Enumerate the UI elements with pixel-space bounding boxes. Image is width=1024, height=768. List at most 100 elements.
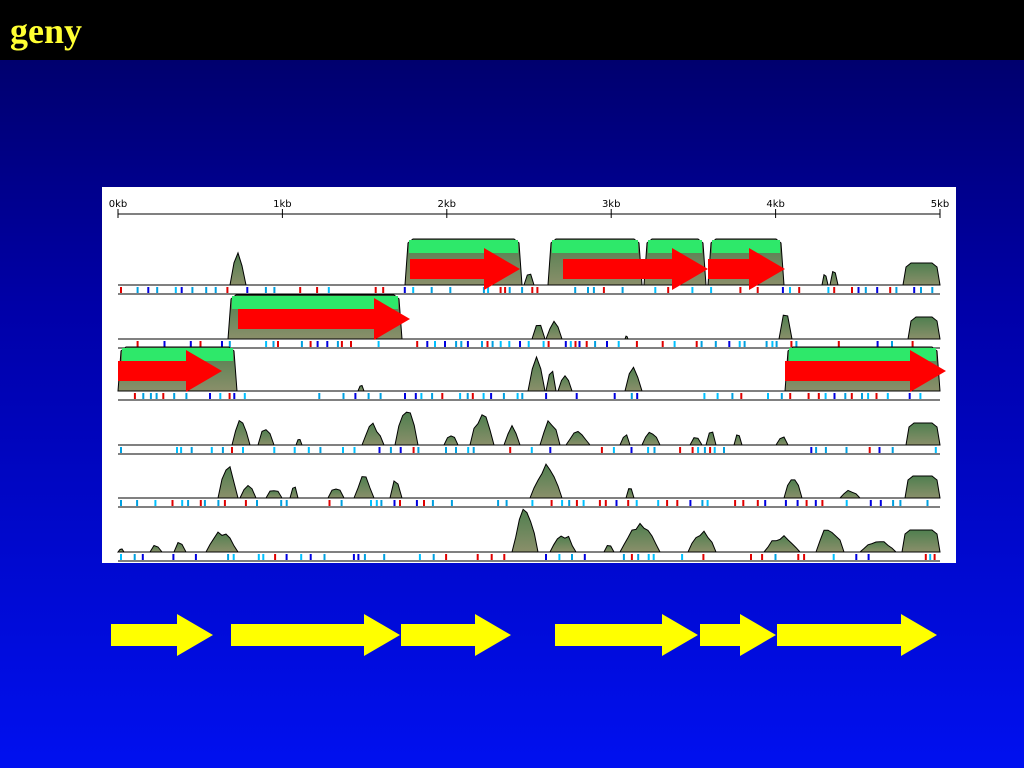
feature-tick xyxy=(612,447,615,453)
feature-tick xyxy=(667,287,670,293)
axis-label: 2kb xyxy=(438,199,457,210)
feature-tick xyxy=(136,341,139,347)
feature-tick xyxy=(336,341,339,347)
feature-tick xyxy=(630,447,633,453)
feature-tick xyxy=(827,287,830,293)
feature-tick xyxy=(630,393,633,399)
feature-tick xyxy=(653,447,656,453)
feature-tick xyxy=(536,287,539,293)
feature-tick xyxy=(482,287,485,293)
feature-tick xyxy=(231,447,233,453)
feature-tick xyxy=(309,341,312,347)
feature-tick xyxy=(434,341,436,347)
feature-tick xyxy=(666,500,669,506)
feature-tick xyxy=(703,447,706,453)
feature-tick xyxy=(466,341,469,347)
feature-tick xyxy=(375,500,378,506)
feature-tick xyxy=(857,287,860,293)
feature-tick xyxy=(505,500,508,506)
conserved-region xyxy=(648,240,702,253)
feature-tick xyxy=(460,341,463,347)
feature-tick xyxy=(412,447,415,453)
feature-tick xyxy=(630,554,633,560)
feature-tick xyxy=(695,341,698,347)
feature-tick xyxy=(583,554,586,560)
feature-tick xyxy=(582,500,585,506)
feature-tick xyxy=(796,500,799,506)
feature-tick xyxy=(878,447,881,453)
feature-tick xyxy=(765,341,768,347)
feature-tick xyxy=(569,341,572,347)
feature-tick xyxy=(592,287,595,293)
feature-tick xyxy=(471,393,474,399)
feature-tick xyxy=(635,500,638,506)
feature-tick xyxy=(775,341,778,347)
feature-tick xyxy=(233,393,236,399)
gene-arrow xyxy=(401,614,511,656)
feature-tick xyxy=(404,393,406,399)
feature-tick xyxy=(558,554,561,560)
feature-tick xyxy=(199,341,202,347)
feature-tick xyxy=(374,287,377,293)
feature-tick xyxy=(277,341,279,347)
feature-tick xyxy=(466,393,469,399)
feature-tick xyxy=(709,447,712,453)
feature-tick xyxy=(219,393,222,399)
feature-tick xyxy=(189,341,192,347)
feature-tick xyxy=(162,393,165,399)
feature-tick xyxy=(416,341,419,347)
feature-tick xyxy=(316,287,319,293)
feature-tick xyxy=(654,287,657,293)
feature-tick xyxy=(342,393,345,399)
feature-tick xyxy=(613,393,616,399)
feature-tick xyxy=(814,500,817,506)
feature-tick xyxy=(327,287,330,293)
feature-tick xyxy=(564,341,567,347)
feature-tick xyxy=(309,554,312,560)
feature-tick xyxy=(587,287,589,293)
feature-tick xyxy=(926,500,929,506)
feature-tick xyxy=(455,341,458,347)
conserved-region xyxy=(712,240,780,253)
feature-tick xyxy=(273,447,276,453)
feature-tick xyxy=(929,554,932,560)
feature-tick xyxy=(530,447,533,453)
feature-tick xyxy=(622,554,625,560)
feature-tick xyxy=(156,287,159,293)
feature-tick xyxy=(412,287,415,293)
feature-tick xyxy=(264,287,267,293)
feature-tick xyxy=(679,447,682,453)
feature-tick xyxy=(545,393,548,399)
feature-tick xyxy=(875,393,878,399)
feature-tick xyxy=(652,554,655,560)
feature-tick xyxy=(635,341,638,347)
feature-tick xyxy=(499,341,502,347)
feature-tick xyxy=(911,341,914,347)
feature-tick xyxy=(771,341,774,347)
feature-tick xyxy=(120,500,122,506)
feature-tick xyxy=(767,393,769,399)
feature-tick xyxy=(316,341,319,347)
feature-tick xyxy=(743,341,746,347)
feature-tick xyxy=(141,554,144,560)
feature-tick xyxy=(739,287,742,293)
feature-tick xyxy=(789,393,792,399)
feature-tick xyxy=(380,500,383,506)
feature-tick xyxy=(285,500,288,506)
feature-tick xyxy=(899,500,902,506)
feature-tick xyxy=(210,447,213,453)
feature-tick xyxy=(738,341,741,347)
feature-tick xyxy=(257,554,260,560)
feature-tick xyxy=(568,500,571,506)
feature-tick xyxy=(661,341,664,347)
feature-tick xyxy=(503,554,506,560)
feature-tick xyxy=(120,287,122,293)
feature-tick xyxy=(226,287,229,293)
gene-arrow xyxy=(410,248,520,290)
feature-tick xyxy=(621,287,624,293)
feature-tick xyxy=(815,447,818,453)
feature-tick xyxy=(924,554,927,560)
feature-tick xyxy=(774,554,777,560)
feature-tick xyxy=(731,393,734,399)
